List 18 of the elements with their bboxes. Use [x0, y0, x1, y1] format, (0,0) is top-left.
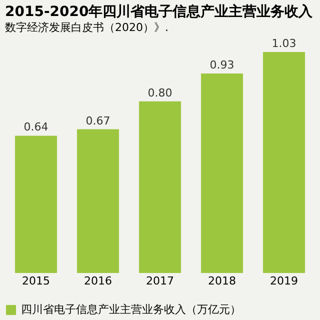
- text: 数字经济发展白皮书（2020）》.: [5, 21, 168, 34]
- bar: [15, 136, 57, 273]
- x-tick-label: 2018: [208, 274, 236, 288]
- bar: [263, 52, 305, 273]
- legend-label: 四川省电子信息产业主营业务收入（万亿元）: [21, 303, 241, 316]
- data-label: 0.64: [24, 120, 48, 134]
- data-label: 1.03: [272, 37, 296, 50]
- bar: [77, 129, 119, 273]
- bar: [201, 73, 243, 273]
- data-label: 0.67: [86, 114, 110, 128]
- data-label: 0.80: [148, 86, 172, 100]
- x-tick-label: 2019: [270, 274, 298, 288]
- data-label: 0.93: [210, 58, 234, 72]
- x-tick-label: 2015: [22, 274, 50, 288]
- bar: [139, 101, 181, 273]
- chart-title: 2015-2020年四川省电子信息产业主营业务收入: [5, 3, 314, 20]
- x-tick-label: 2017: [146, 274, 174, 288]
- x-tick-label: 2016: [84, 274, 112, 288]
